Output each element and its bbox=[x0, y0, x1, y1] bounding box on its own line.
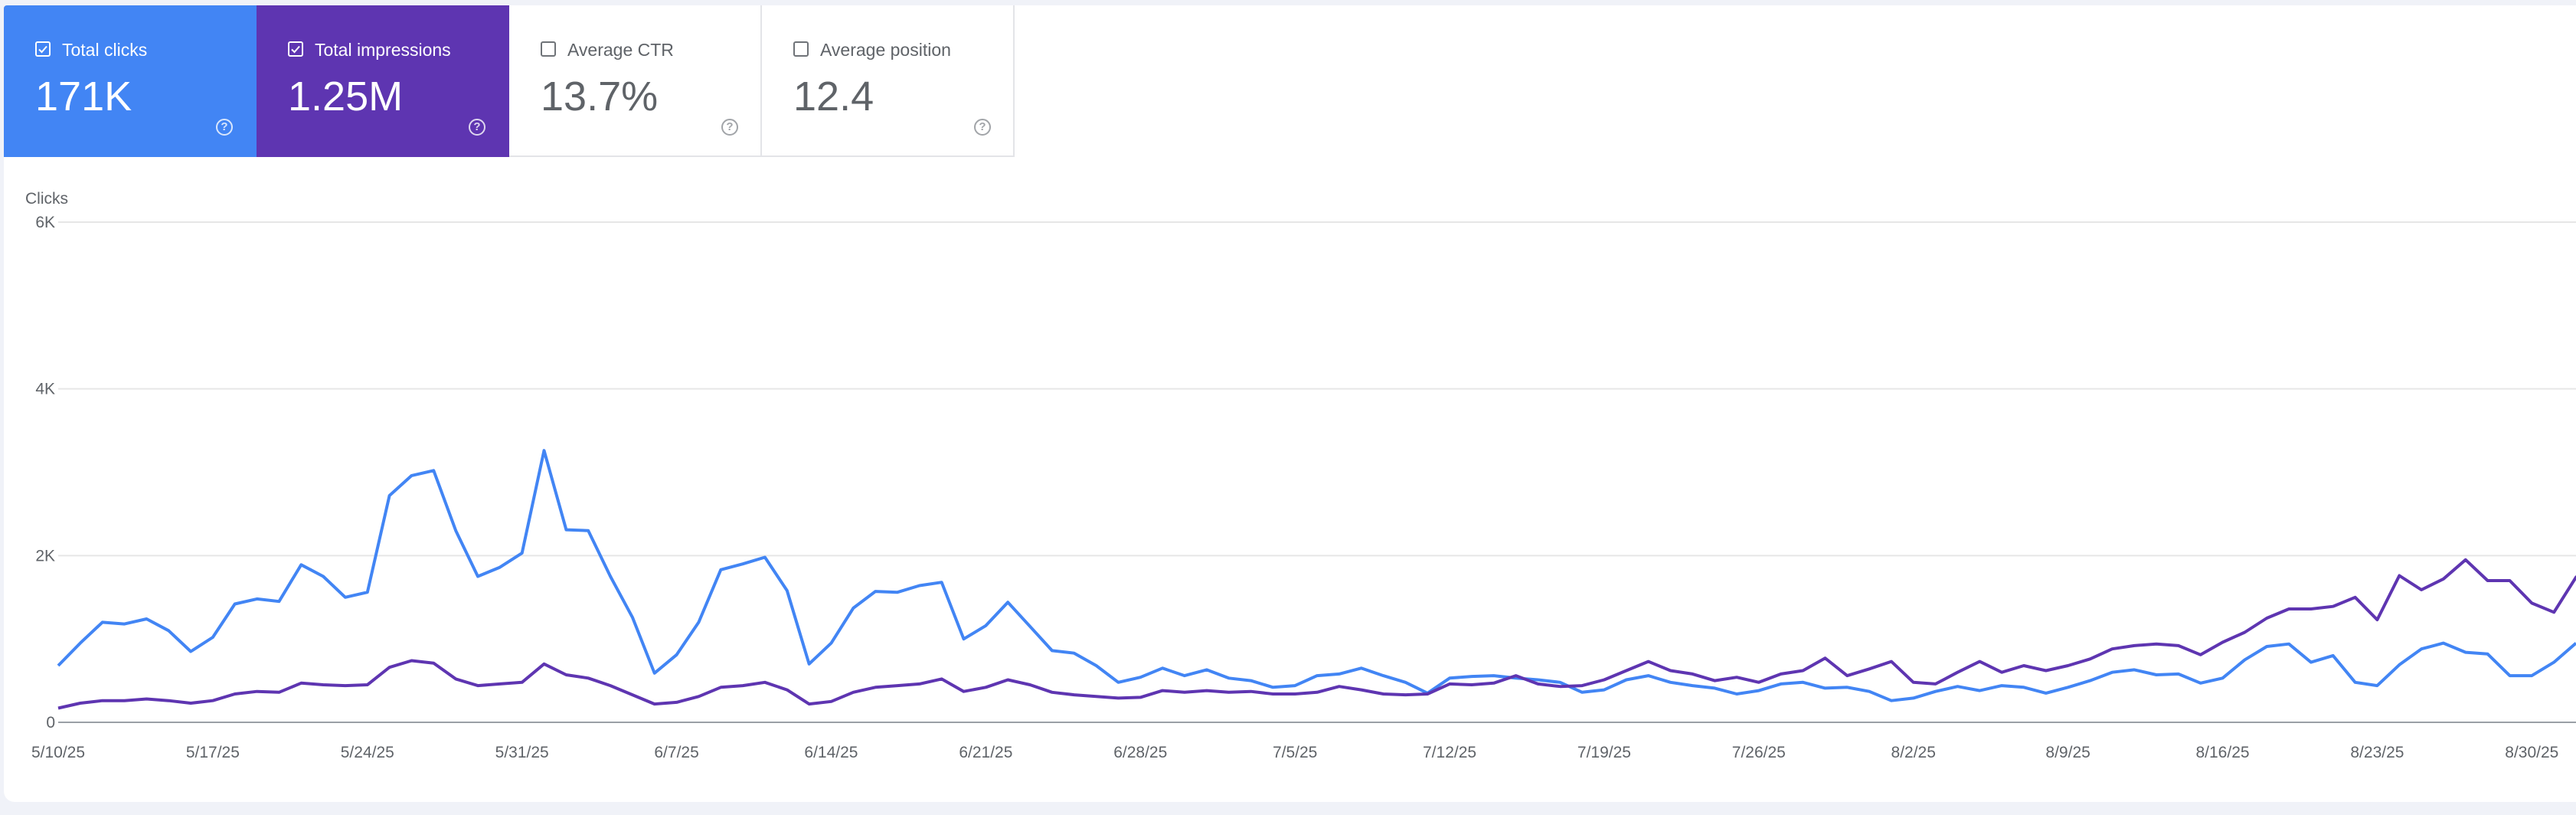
x-tick-label: 7/5/25 bbox=[1273, 744, 1317, 761]
x-tick-label: 6/7/25 bbox=[654, 744, 698, 761]
x-axis: 5/10/25 5/17/25 5/24/25 5/31/25 6/7/25 6/14/2… bbox=[31, 744, 2558, 761]
x-tick-label: 6/28/25 bbox=[1113, 744, 1167, 761]
x-tick-label: 8/23/25 bbox=[2350, 744, 2404, 761]
x-tick-label: 5/17/25 bbox=[186, 744, 240, 761]
y-tick-label: 2K bbox=[35, 547, 55, 565]
x-tick-label: 6/21/25 bbox=[959, 744, 1012, 761]
y-axis-label: Clicks bbox=[25, 190, 68, 208]
metric-value: 171K bbox=[35, 74, 132, 119]
checkbox-unchecked-icon[interactable] bbox=[541, 41, 556, 57]
metric-card-average-position[interactable]: Average position 12.4 ? bbox=[762, 5, 1015, 157]
help-icon[interactable]: ? bbox=[469, 119, 485, 136]
checkbox-unchecked-icon[interactable] bbox=[793, 41, 809, 57]
y-tick-label: 4K bbox=[35, 381, 55, 398]
series-line-clicks[interactable] bbox=[57, 449, 2576, 702]
metric-label: Total impressions bbox=[315, 40, 451, 60]
series-line-impressions[interactable] bbox=[57, 558, 2576, 710]
metric-label: Average CTR bbox=[567, 40, 674, 60]
checkbox-checked-icon[interactable] bbox=[288, 41, 303, 57]
metric-value: 1.25M bbox=[288, 74, 404, 119]
x-tick-label: 5/10/25 bbox=[31, 744, 85, 761]
metric-value: 12.4 bbox=[793, 74, 874, 119]
metric-value: 13.7% bbox=[541, 74, 659, 119]
y-tick-label: 6K bbox=[35, 214, 55, 231]
x-tick-label: 8/2/25 bbox=[1891, 744, 1936, 761]
metric-card-average-ctr[interactable]: Average CTR 13.7% ? bbox=[509, 5, 762, 157]
metric-cards: Total clicks 171K ? Total impressions 1.… bbox=[4, 5, 1015, 157]
x-tick-label: 7/12/25 bbox=[1423, 744, 1476, 761]
x-tick-label: 8/30/25 bbox=[2505, 744, 2558, 761]
help-icon[interactable]: ? bbox=[974, 119, 991, 136]
chart-series bbox=[57, 449, 2576, 710]
chart-grid: 0 2K 4K 6K bbox=[35, 214, 2576, 732]
x-tick-label: 8/9/25 bbox=[2045, 744, 2090, 761]
x-tick-label: 6/14/25 bbox=[804, 744, 858, 761]
help-icon[interactable]: ? bbox=[216, 119, 233, 136]
y-tick-label: 0 bbox=[46, 714, 55, 732]
x-tick-label: 7/19/25 bbox=[1577, 744, 1631, 761]
x-tick-label: 7/26/25 bbox=[1732, 744, 1786, 761]
x-tick-label: 5/24/25 bbox=[341, 744, 394, 761]
metric-card-total-impressions[interactable]: Total impressions 1.25M ? bbox=[257, 5, 509, 157]
metric-card-total-clicks[interactable]: Total clicks 171K ? bbox=[4, 5, 257, 157]
metric-label: Total clicks bbox=[62, 40, 148, 60]
x-tick-label: 5/31/25 bbox=[495, 744, 549, 761]
help-icon[interactable]: ? bbox=[721, 119, 738, 136]
checkbox-checked-icon[interactable] bbox=[35, 41, 51, 57]
x-tick-label: 8/16/25 bbox=[2195, 744, 2249, 761]
metric-label: Average position bbox=[820, 40, 951, 60]
performance-panel: Total clicks 171K ? Total impressions 1.… bbox=[4, 5, 2576, 802]
